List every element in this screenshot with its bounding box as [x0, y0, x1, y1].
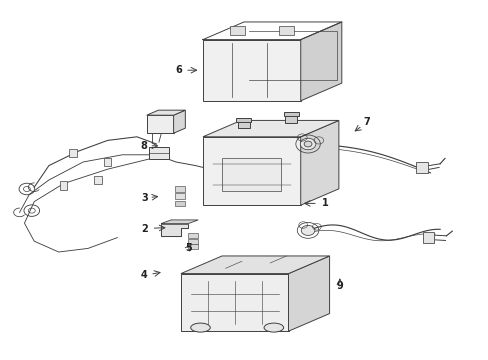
Bar — [230, 27, 244, 35]
Text: 3: 3 — [141, 193, 147, 203]
Polygon shape — [300, 120, 338, 205]
Bar — [103, 158, 111, 166]
Bar — [175, 201, 184, 206]
Polygon shape — [203, 40, 300, 101]
Bar — [94, 176, 102, 184]
Polygon shape — [300, 22, 341, 101]
Bar — [188, 244, 198, 249]
Circle shape — [300, 138, 315, 150]
Bar — [60, 181, 67, 190]
Text: 7: 7 — [363, 117, 369, 127]
Circle shape — [301, 225, 314, 235]
Polygon shape — [146, 115, 173, 133]
Bar — [222, 158, 281, 191]
Ellipse shape — [264, 323, 283, 332]
Bar — [415, 162, 427, 173]
Bar — [284, 112, 298, 116]
Bar — [188, 239, 198, 244]
Bar — [236, 118, 250, 122]
Text: 2: 2 — [141, 224, 147, 234]
Bar — [188, 233, 198, 238]
Polygon shape — [203, 120, 338, 137]
Text: 6: 6 — [175, 65, 182, 75]
Text: 5: 5 — [184, 243, 191, 253]
Polygon shape — [181, 274, 288, 331]
Bar — [237, 121, 249, 128]
Bar — [149, 147, 168, 159]
Bar — [69, 149, 77, 157]
Polygon shape — [161, 224, 188, 236]
Polygon shape — [288, 256, 329, 331]
Polygon shape — [173, 110, 185, 133]
Polygon shape — [203, 137, 300, 205]
Text: 1: 1 — [321, 198, 328, 208]
Text: 4: 4 — [141, 270, 147, 280]
Bar — [278, 27, 293, 35]
Bar — [422, 232, 433, 243]
Circle shape — [304, 141, 311, 147]
Polygon shape — [161, 220, 198, 224]
Text: 8: 8 — [141, 141, 147, 151]
Bar — [285, 115, 297, 122]
Bar — [175, 193, 184, 199]
Bar — [175, 186, 184, 192]
Text: 9: 9 — [336, 281, 343, 291]
Polygon shape — [181, 256, 329, 274]
Polygon shape — [146, 110, 185, 115]
Ellipse shape — [190, 323, 210, 332]
